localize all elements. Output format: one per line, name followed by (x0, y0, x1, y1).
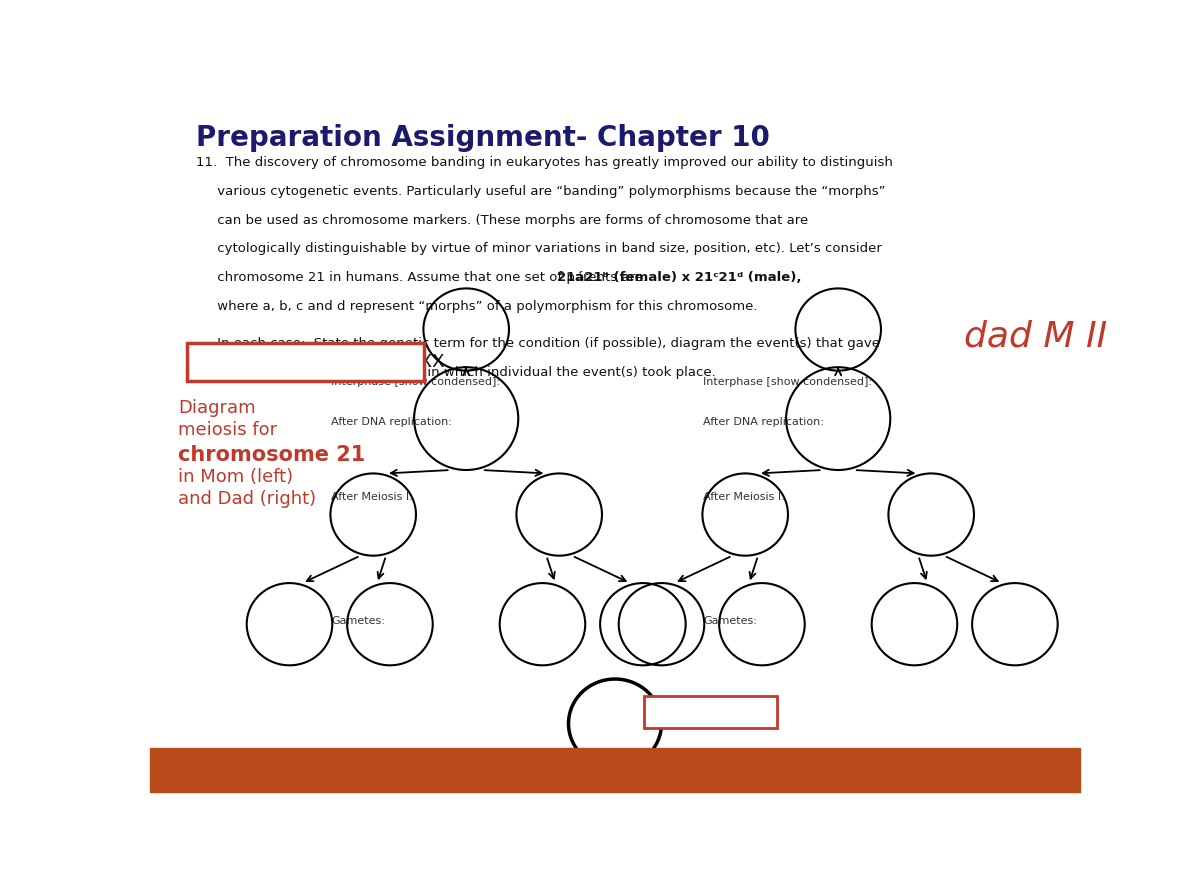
Text: In each case:  State the genetic term for the condition (if possible), diagram t: In each case: State the genetic term for… (197, 337, 881, 351)
Text: meiosis for: meiosis for (178, 421, 277, 440)
Text: chromosome 21 in humans. Assume that one set of parents are:: chromosome 21 in humans. Assume that one… (197, 271, 652, 284)
Text: Preparation Assignment- Chapter 10: Preparation Assignment- Chapter 10 (197, 124, 770, 152)
Text: Diagram: Diagram (178, 400, 256, 417)
Text: where a, b, c and d represent “morphs” of a polymorphism for this chromosome.: where a, b, c and d represent “morphs” o… (197, 300, 758, 313)
Text: 11.  The discovery of chromosome banding in eukaryotes has greatly improved our : 11. The discovery of chromosome banding … (197, 156, 893, 169)
Text: d.   42A + 21á21ᶜ21ᶜ + XX: d. 42A + 21á21ᶜ21ᶜ + XX (204, 352, 444, 371)
Text: After DNA replication:: After DNA replication: (331, 417, 452, 427)
Bar (150, 748, 1080, 792)
Text: After Meiosis I:: After Meiosis I: (703, 492, 785, 503)
Text: After DNA replication:: After DNA replication: (703, 417, 824, 427)
Text: Interphase [show condensed]:: Interphase [show condensed]: (331, 377, 500, 387)
Text: After Meiosis I:: After Meiosis I: (331, 492, 413, 503)
Text: chromosome 21: chromosome 21 (178, 445, 365, 465)
Text: in Mom (left): in Mom (left) (178, 468, 293, 486)
Text: rise to the condition, and state in which individual the event(s) took place.: rise to the condition, and state in whic… (197, 367, 716, 379)
Text: can be used as chromosome markers. (These morphs are forms of chromosome that ar: can be used as chromosome markers. (Thes… (197, 214, 809, 227)
Text: 21á21ᶜ21ᶜ: 21á21ᶜ21ᶜ (671, 704, 750, 719)
Text: Gametes:: Gametes: (703, 616, 757, 626)
Text: Gametes:: Gametes: (331, 616, 385, 626)
Text: 21á21ᵇ (female) x 21ᶜ21ᵈ (male),: 21á21ᵇ (female) x 21ᶜ21ᵈ (male), (557, 271, 802, 284)
FancyBboxPatch shape (187, 343, 425, 381)
Text: Interphase [show condensed]:: Interphase [show condensed]: (703, 377, 872, 387)
Text: and Dad (right): and Dad (right) (178, 490, 316, 508)
Text: dad M II: dad M II (964, 320, 1108, 353)
Text: various cytogenetic events. Particularly useful are “banding” polymorphisms beca: various cytogenetic events. Particularly… (197, 185, 886, 198)
FancyBboxPatch shape (644, 696, 776, 728)
Text: cytologically distinguishable by virtue of minor variations in band size, positi: cytologically distinguishable by virtue … (197, 242, 882, 255)
